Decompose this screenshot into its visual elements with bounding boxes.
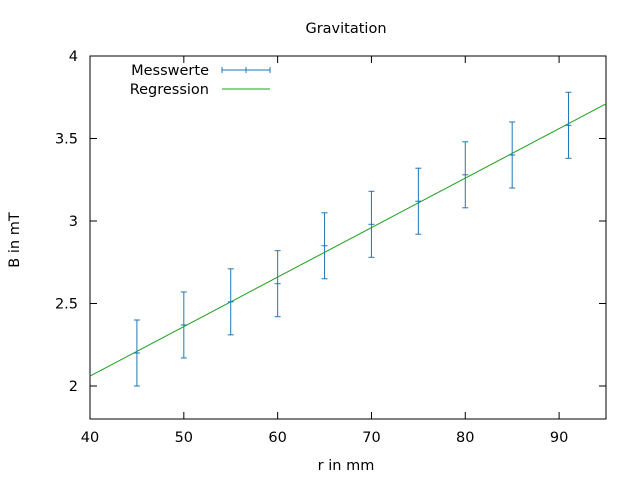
x-tick-label: 70: [362, 430, 380, 446]
x-axis-label: r in mm: [318, 458, 375, 474]
y-tick-label: 3: [69, 214, 78, 230]
data-point: [274, 250, 281, 318]
y-axis-label: B in mT: [7, 212, 23, 268]
data-point: [227, 268, 234, 336]
x-tick-label: 60: [268, 430, 286, 446]
y-tick-label: 2.5: [55, 297, 78, 313]
chart-title: Gravitation: [305, 21, 386, 37]
data-point: [321, 212, 328, 280]
y-tick-label: 2: [69, 379, 78, 395]
plot-frame: [89, 55, 607, 420]
regression-series: [89, 103, 607, 377]
regression-line: [89, 103, 607, 377]
x-tick-label: 40: [81, 430, 99, 446]
x-tick-label: 80: [456, 430, 474, 446]
data-point: [509, 121, 516, 189]
y-axis: 2 2.5 3 3.5 4: [55, 49, 606, 395]
data-point: [415, 167, 422, 235]
data-point: [462, 141, 469, 209]
measurement-series: [133, 91, 572, 387]
data-point: [180, 291, 187, 359]
y-tick-label: 4: [69, 49, 78, 65]
data-point: [368, 190, 375, 258]
x-axis: 40 50 60 70 80 90: [81, 56, 568, 446]
legend-label-regression: Regression: [130, 82, 209, 98]
legend: Messwerte Regression: [130, 63, 271, 98]
y-tick-label: 3.5: [55, 132, 78, 148]
plot-border: [89, 55, 607, 420]
data-point: [565, 91, 572, 159]
data-point: [133, 319, 140, 387]
x-tick-label: 90: [550, 430, 568, 446]
legend-label-messwerte: Messwerte: [131, 63, 209, 79]
x-tick-label: 50: [175, 430, 193, 446]
